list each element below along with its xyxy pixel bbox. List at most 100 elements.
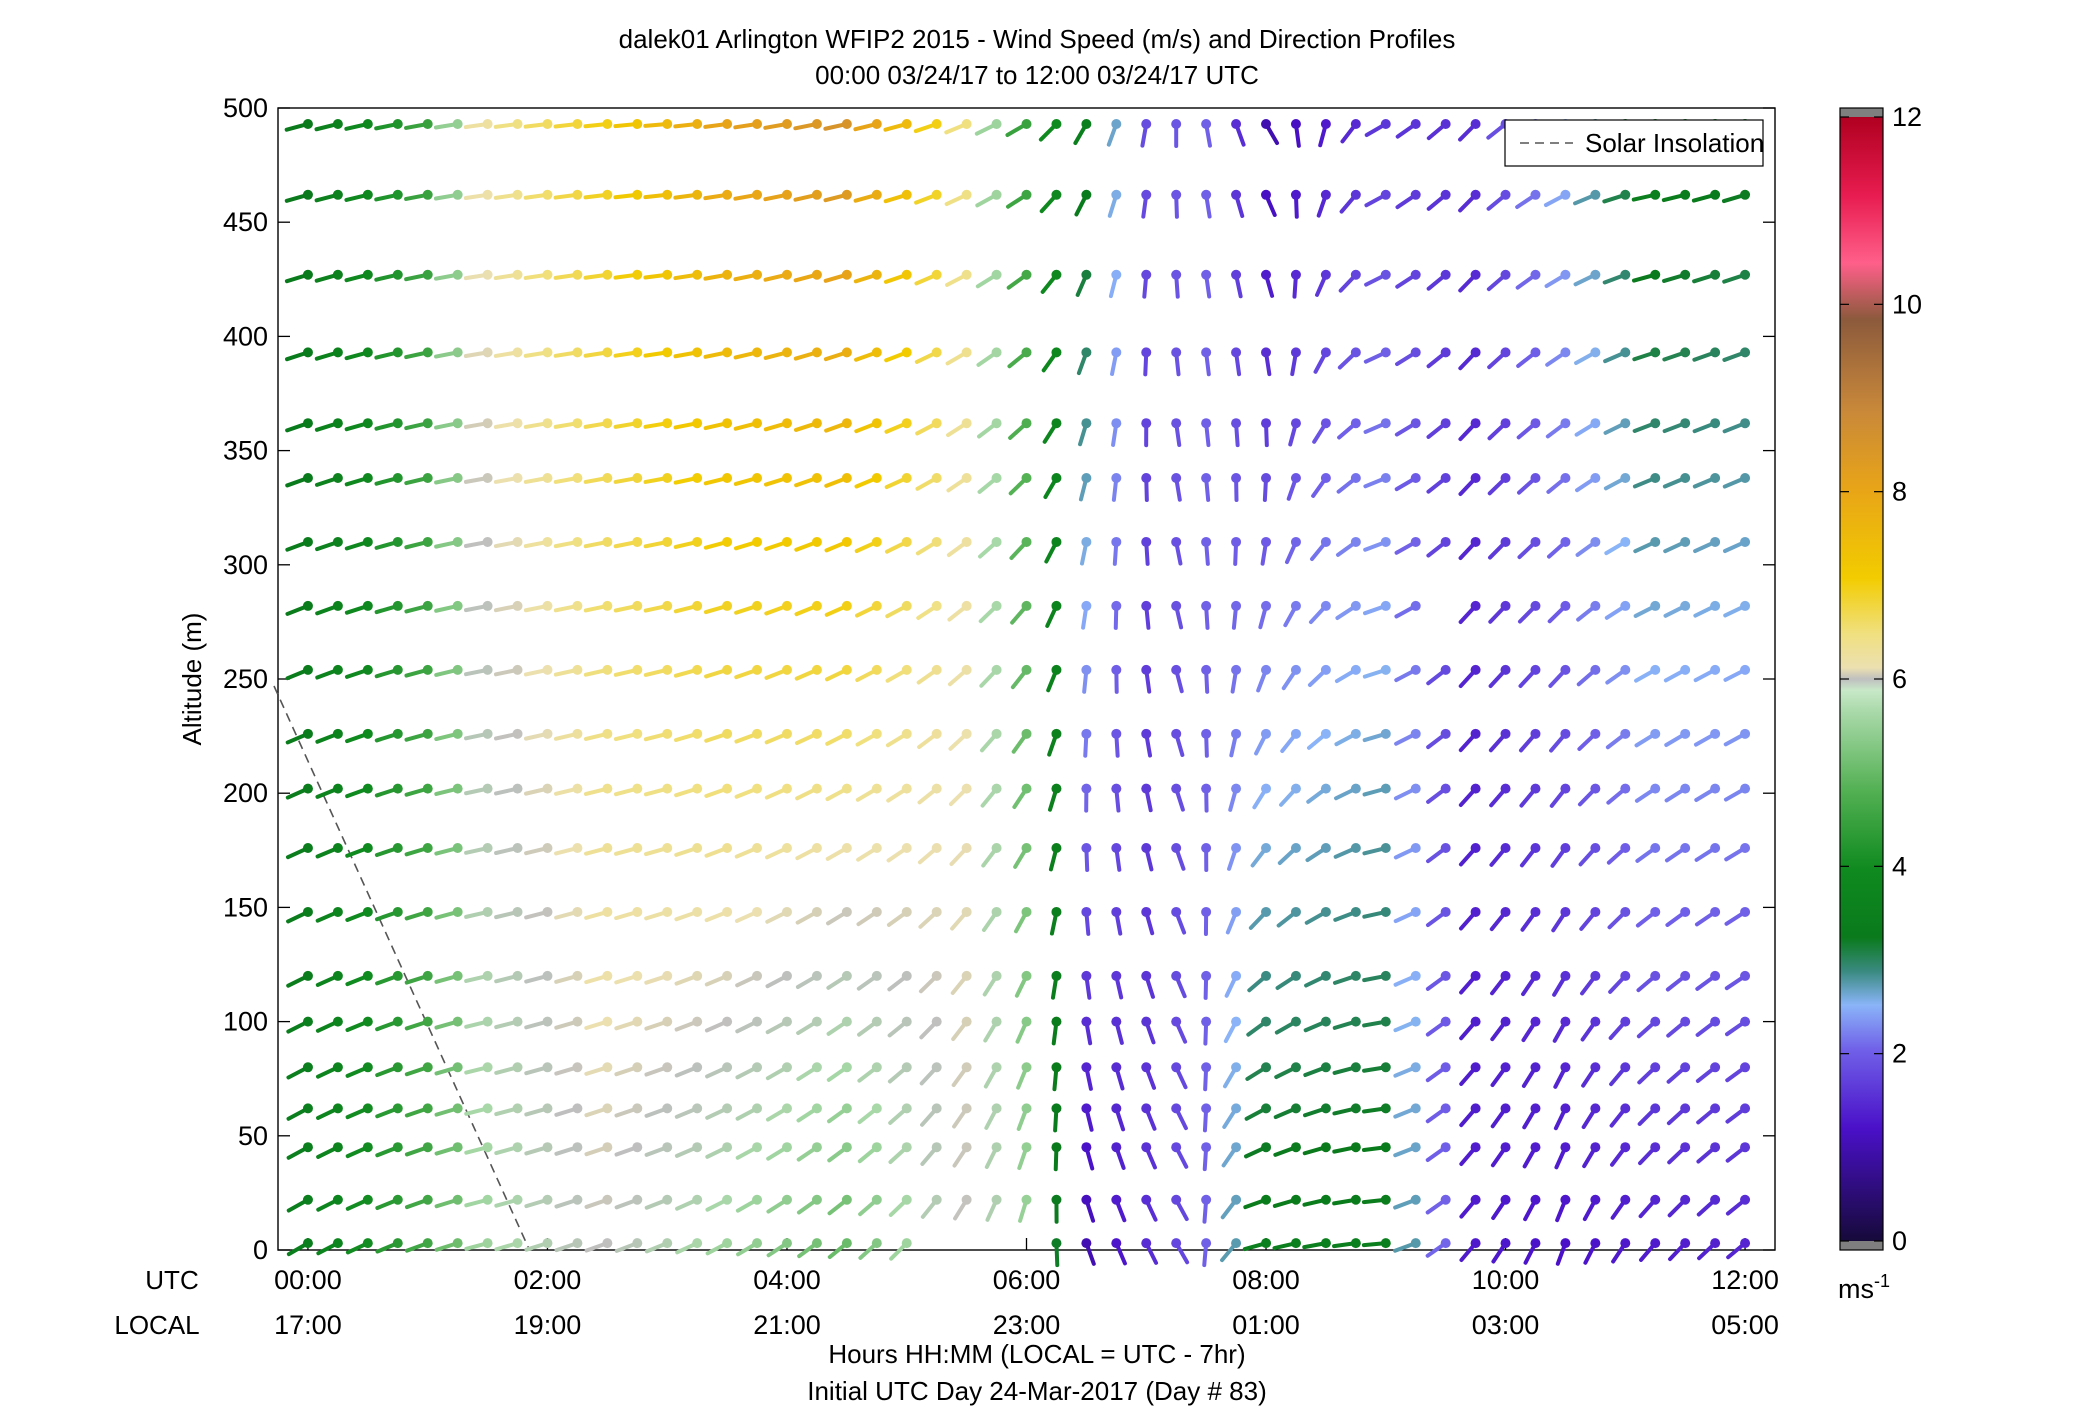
wind-barb	[1171, 1142, 1189, 1169]
wind-barb	[675, 1194, 703, 1211]
wind-barb-dot	[1171, 600, 1182, 611]
wind-barb	[1141, 728, 1153, 758]
wind-barb-dot	[692, 1194, 703, 1205]
wind-barb-dot	[332, 970, 343, 981]
wind-barb	[1364, 118, 1391, 137]
wind-barb-dot	[602, 728, 613, 739]
wind-barb	[793, 189, 822, 202]
wind-barb	[1458, 118, 1481, 142]
wind-barb	[285, 418, 313, 433]
wind-barb	[524, 1238, 553, 1252]
wind-barb	[316, 1238, 343, 1256]
wind-barb	[614, 1016, 643, 1031]
wind-barb	[554, 1103, 583, 1117]
wind-barb	[554, 906, 583, 920]
wind-barb-dot	[542, 728, 553, 739]
wind-barb	[735, 1194, 763, 1213]
wind-barb	[404, 1062, 433, 1077]
wind-barb	[1281, 664, 1301, 691]
wind-barb-dot	[1620, 1016, 1631, 1027]
wind-barb	[553, 189, 583, 200]
y-tick-label: 500	[223, 93, 268, 123]
wind-barb-dot	[1410, 1194, 1421, 1205]
wind-barb	[613, 418, 643, 429]
wind-barb	[1692, 473, 1721, 489]
wind-barb	[285, 664, 313, 681]
wind-barb-dot	[1290, 1238, 1301, 1249]
wind-barb-dot	[1650, 473, 1661, 484]
wind-barb	[434, 1194, 463, 1209]
wind-barb-dot	[1740, 536, 1751, 547]
wind-barb	[673, 418, 703, 430]
wind-barb	[1610, 1194, 1631, 1220]
wind-barb-dot	[752, 1062, 763, 1073]
wind-barb-dot	[1440, 1062, 1451, 1073]
wind-barb	[1662, 473, 1691, 489]
wind-barb	[1201, 783, 1212, 813]
wind-barb-dot	[1680, 536, 1691, 547]
wind-barb	[1111, 1016, 1124, 1045]
wind-barb-dot	[482, 843, 493, 854]
wind-barb-dot	[1051, 347, 1062, 358]
wind-barb-dot	[1590, 347, 1601, 358]
wind-barb	[314, 347, 343, 361]
wind-barb	[1545, 347, 1571, 367]
wind-barb	[1201, 843, 1212, 873]
wind-barb-dot	[1290, 1142, 1301, 1153]
x-tick-label-utc: 06:00	[993, 1265, 1061, 1295]
wind-barb-dot	[1470, 418, 1481, 429]
wind-barb-dot	[392, 473, 403, 484]
wind-barb-dot	[1021, 418, 1032, 429]
wind-barb-dot	[1740, 269, 1751, 280]
wind-barb	[464, 1103, 493, 1116]
wind-barb	[1228, 783, 1242, 812]
wind-barb-dot	[542, 269, 553, 280]
wind-barb-dot	[512, 1103, 523, 1114]
wind-barb	[1078, 418, 1092, 447]
wind-barb	[1458, 189, 1481, 213]
wind-barb	[315, 783, 343, 799]
wind-barb	[795, 970, 822, 990]
wind-barb-dot	[602, 118, 613, 129]
chart-subtitle: 00:00 03/24/17 to 12:00 03/24/17 UTC	[815, 60, 1259, 90]
wind-barb-dot	[602, 1194, 613, 1205]
wind-barb-dot	[961, 906, 972, 917]
wind-barb-dot	[1410, 906, 1421, 917]
wind-barb	[1425, 1103, 1451, 1124]
wind-barb	[644, 1238, 673, 1254]
wind-barb	[1290, 269, 1301, 299]
wind-barb	[824, 664, 852, 682]
wind-barb-dot	[1380, 600, 1391, 611]
wind-barb	[1261, 418, 1272, 448]
wind-barb	[1695, 1062, 1721, 1083]
wind-barb	[765, 906, 792, 924]
wind-barb	[463, 118, 493, 130]
wind-barb-dot	[722, 536, 733, 547]
wind-barb-dot	[961, 600, 972, 611]
wind-barb	[1576, 600, 1601, 622]
wind-barb-dot	[811, 536, 822, 547]
wind-barb-dot	[452, 1238, 463, 1249]
wind-barb	[856, 906, 882, 927]
wind-barb-dot	[332, 783, 343, 794]
wind-barb-dot	[392, 1142, 403, 1153]
wind-barb-dot	[1290, 1062, 1301, 1073]
wind-barb	[978, 536, 1002, 559]
wind-barb-dot	[1201, 664, 1212, 675]
wind-barb	[1171, 118, 1182, 148]
wind-barb-dot	[692, 783, 703, 794]
wind-barb-dot	[332, 473, 343, 484]
wind-barb-dot	[931, 189, 942, 200]
wind-barb	[344, 600, 373, 615]
wind-barb	[1201, 1062, 1212, 1092]
wind-barb	[314, 189, 343, 203]
wind-barb-dot	[1680, 189, 1691, 200]
wind-barb	[952, 1103, 972, 1129]
wind-barb-dot	[1650, 347, 1661, 358]
wind-barb-dot	[632, 783, 643, 794]
wind-barb	[553, 418, 583, 429]
wind-barb-dot	[1440, 1194, 1451, 1205]
wind-barb	[1048, 843, 1062, 872]
wind-barb-dot	[632, 1194, 643, 1205]
wind-barb	[1544, 269, 1571, 289]
